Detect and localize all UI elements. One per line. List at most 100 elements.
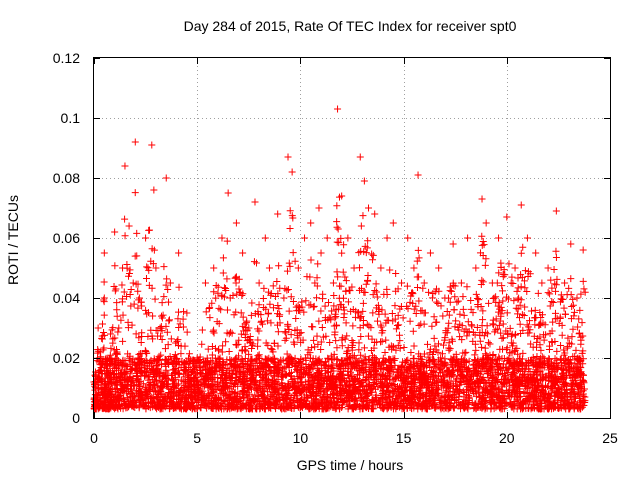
data-point — [167, 335, 175, 343]
data-point — [413, 273, 421, 281]
data-point — [410, 384, 418, 392]
data-point — [396, 305, 404, 313]
data-point — [469, 337, 477, 345]
data-point — [272, 394, 280, 402]
data-point — [497, 403, 505, 411]
data-point — [290, 340, 298, 348]
data-point — [415, 350, 423, 358]
data-point — [444, 396, 452, 404]
data-point — [498, 370, 506, 378]
data-point — [177, 364, 185, 372]
data-point — [448, 357, 456, 365]
data-point — [231, 379, 239, 387]
data-point — [439, 312, 447, 320]
data-point — [360, 356, 368, 364]
data-point — [481, 261, 489, 269]
data-point — [504, 376, 512, 384]
data-point — [479, 238, 487, 246]
data-point — [233, 290, 241, 298]
data-point — [546, 302, 554, 310]
data-point — [342, 349, 350, 357]
data-point — [407, 374, 415, 382]
data-point — [449, 403, 457, 411]
data-point — [289, 382, 297, 390]
data-point — [306, 365, 314, 373]
data-point — [537, 320, 545, 328]
data-point — [338, 334, 346, 342]
data-point — [271, 358, 279, 366]
data-point — [114, 396, 122, 404]
data-point — [495, 308, 503, 316]
data-point — [254, 393, 262, 401]
data-point — [318, 324, 326, 332]
data-point — [127, 366, 135, 374]
data-point — [229, 403, 237, 411]
data-point — [457, 355, 465, 363]
data-point — [285, 326, 293, 334]
data-point — [465, 394, 473, 402]
data-point — [187, 369, 195, 377]
data-point — [206, 374, 214, 382]
data-point — [561, 310, 569, 318]
data-point — [376, 378, 384, 386]
data-point — [477, 370, 485, 378]
data-point — [506, 324, 514, 332]
data-point — [463, 366, 471, 374]
data-point — [338, 357, 346, 365]
data-point — [154, 403, 162, 411]
data-point — [163, 275, 171, 283]
data-point — [467, 297, 475, 305]
data-point — [166, 353, 174, 361]
data-point — [514, 295, 522, 303]
data-point — [287, 404, 295, 412]
data-point — [352, 313, 360, 321]
data-point — [430, 313, 438, 321]
data-point — [496, 317, 504, 325]
data-point — [510, 297, 518, 305]
data-point — [545, 366, 553, 374]
data-point — [545, 346, 553, 354]
data-point — [223, 237, 231, 245]
data-point — [516, 367, 524, 375]
data-point — [389, 343, 397, 351]
data-point — [144, 376, 152, 384]
data-point — [529, 343, 537, 351]
data-point — [568, 340, 576, 348]
data-point — [383, 375, 391, 383]
data-point — [212, 282, 220, 290]
data-point — [158, 361, 166, 369]
data-point — [496, 345, 504, 353]
data-point — [577, 357, 585, 365]
data-point — [553, 347, 561, 355]
data-point — [566, 398, 574, 406]
data-point — [231, 274, 239, 282]
data-point — [332, 321, 340, 329]
data-point — [522, 376, 530, 384]
data-point — [388, 380, 396, 388]
data-point — [114, 328, 122, 336]
data-point — [499, 334, 507, 342]
data-point — [245, 350, 253, 358]
data-point — [281, 336, 289, 344]
data-point — [476, 249, 484, 257]
data-point — [284, 286, 292, 294]
data-point — [291, 327, 299, 335]
data-point — [165, 298, 173, 306]
data-point — [462, 348, 470, 356]
data-point — [126, 290, 134, 298]
data-point — [164, 285, 172, 293]
data-point — [530, 361, 538, 369]
data-point — [217, 306, 225, 314]
data-point — [404, 305, 412, 313]
data-point — [330, 302, 338, 310]
data-point — [273, 380, 281, 388]
data-point — [562, 389, 570, 397]
data-point — [472, 346, 480, 354]
data-point — [226, 328, 234, 336]
data-point — [518, 311, 526, 319]
data-point — [553, 314, 561, 322]
data-point — [418, 380, 426, 388]
data-point — [467, 381, 475, 389]
data-point — [576, 306, 584, 314]
data-point — [250, 397, 258, 405]
